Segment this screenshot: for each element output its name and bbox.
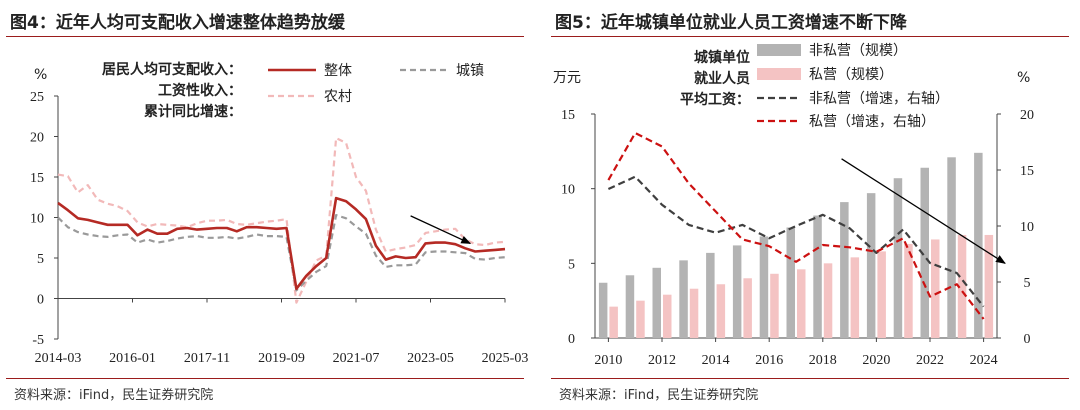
- x-tick-label: 2014: [702, 353, 730, 368]
- annotation-text: 就业人员: [694, 70, 750, 87]
- y-unit-label: %: [34, 67, 47, 83]
- bar-private-scale: [609, 306, 618, 338]
- x-tick-label: 2025-03: [482, 351, 529, 366]
- bar-private-scale: [823, 263, 833, 338]
- y-tick-label: 10: [30, 212, 44, 227]
- x-tick-label: 2016-01: [109, 351, 156, 366]
- figure-4-source: 资料来源：iFind，民生证券研究院: [14, 388, 214, 403]
- y-tick-label: 0: [37, 293, 44, 308]
- x-tick-label: 2012: [648, 353, 676, 368]
- right-tick-label: 10: [1020, 220, 1034, 235]
- bar-nonprivate-scale: [598, 282, 608, 338]
- legend-label-nonprivate-growth: 非私营（增速，右轴）: [809, 91, 949, 107]
- figure-4-title: 图4：近年人均可支配收入增速整体趋势放缓: [10, 13, 345, 33]
- bar-nonprivate-scale: [786, 227, 795, 338]
- right-tick-label: 20: [1020, 108, 1034, 123]
- legend-label-private-scale: 私营（规模）: [809, 67, 893, 83]
- right-unit-label: %: [1017, 70, 1030, 86]
- left-tick-label: 0: [568, 332, 575, 347]
- bar-private-scale: [931, 239, 940, 338]
- x-tick-label: 2018: [809, 353, 837, 368]
- series-line-overall: [57, 196, 506, 291]
- y-tick-label: 25: [30, 90, 44, 105]
- legend-label-private-growth: 私营（增速，右轴）: [809, 114, 935, 130]
- x-tick-label: 2010: [594, 353, 622, 368]
- x-tick-label: 2022: [916, 353, 944, 368]
- bar-nonprivate-scale: [625, 275, 635, 338]
- annotation-text: 工资性收入：: [158, 82, 242, 99]
- bar-private-scale: [984, 234, 994, 338]
- bar-nonprivate-scale: [840, 202, 849, 338]
- annotation-text: 平均工资：: [680, 91, 750, 108]
- series-line-rural: [57, 137, 506, 304]
- figure-4-bottom-rule: [6, 378, 524, 379]
- figure-5-source: 资料来源：iFind，民生证券研究院: [559, 388, 759, 403]
- left-tick-label: 5: [568, 257, 575, 272]
- left-tick-label: 10: [561, 183, 575, 198]
- figure-5-chart: 0 5 10 15 0 5 10 15 20 万元 % 2010 2012 2014 2016 2018 202…: [553, 43, 1034, 368]
- right-tick-label: 15: [1020, 164, 1034, 179]
- bar-private-scale: [743, 278, 752, 338]
- annotation-text: 累计同比增速：: [144, 103, 242, 120]
- y-tick-label: 15: [30, 171, 44, 186]
- legend-label-overall: 整体: [324, 63, 352, 79]
- bar-nonprivate-scale: [706, 252, 715, 338]
- x-tick-label: 2019-09: [258, 351, 305, 366]
- x-tick-label: 2020: [862, 353, 890, 368]
- right-tick-label: 5: [1024, 276, 1031, 291]
- x-tick-label: 2021-07: [333, 351, 380, 366]
- series-line-urban: [57, 214, 506, 292]
- bar-nonprivate-scale: [759, 236, 769, 338]
- x-tick-label: 2014-03: [35, 351, 82, 366]
- trend-arrow: [841, 158, 1006, 264]
- legend-swatch-private-scale: [757, 68, 801, 80]
- y-tick-label: 5: [37, 252, 44, 267]
- series-line-nonprivate-growth: [607, 175, 985, 308]
- series-line-private-growth: [607, 131, 985, 320]
- legend-swatch-nonprivate-scale: [757, 44, 801, 56]
- bar-private-scale: [850, 257, 860, 338]
- bar-private-scale: [663, 294, 672, 338]
- annotation-text: 居民人均可支配收入：: [102, 61, 242, 78]
- figure-5-top-rule: [551, 36, 1069, 37]
- y-tick-label: -5: [32, 333, 44, 348]
- figure-4-panel: 图4：近年人均可支配收入增速整体趋势放缓 -5 0 5 10 15 20 25% 2014-0…: [0, 0, 530, 410]
- bar-nonprivate-scale: [732, 245, 742, 338]
- y-tick-label: 20: [30, 131, 44, 146]
- bar-nonprivate-scale: [920, 167, 929, 338]
- figure-4-chart: -5 0 5 10 15 20 25% 2014-03 2016-01 2017-11 2019-0…: [30, 61, 529, 366]
- bar-nonprivate-scale: [893, 178, 903, 338]
- left-unit-label: 万元: [553, 70, 581, 86]
- x-tick-label: 2024: [970, 353, 998, 368]
- x-tick-label: 2023-05: [407, 351, 454, 366]
- trend-arrow: [410, 215, 472, 245]
- legend-label-rural: 农村: [324, 89, 352, 105]
- figure-5-title: 图5：近年城镇单位就业人员工资增速不断下降: [555, 13, 907, 33]
- figure-5-bottom-rule: [551, 378, 1069, 379]
- figure-5-panel: 图5：近年城镇单位就业人员工资增速不断下降 0 5 10 15 0 5 10 15 20 万元% 2…: [545, 0, 1075, 410]
- left-tick-label: 15: [561, 108, 575, 123]
- bar-nonprivate-scale: [679, 260, 688, 338]
- bar-nonprivate-scale: [947, 157, 956, 338]
- bar-private-scale: [797, 269, 806, 338]
- right-tick-label: 0: [1024, 332, 1031, 347]
- bar-private-scale: [689, 288, 699, 338]
- x-tick-label: 2017-11: [184, 351, 230, 366]
- bar-nonprivate-scale: [652, 267, 661, 338]
- bar-private-scale: [904, 243, 913, 338]
- figure-4-top-rule: [6, 36, 524, 37]
- bar-nonprivate-scale: [866, 193, 876, 338]
- bar-private-scale: [636, 300, 645, 338]
- bar-nonprivate-scale: [974, 152, 983, 338]
- bar-private-scale: [877, 251, 886, 338]
- bar-nonprivate-scale: [813, 215, 822, 338]
- bar-private-scale: [716, 284, 726, 338]
- bar-private-scale: [770, 273, 779, 338]
- legend-label-nonprivate-scale: 非私营（规模）: [809, 43, 907, 59]
- x-tick-label: 2016: [755, 353, 783, 368]
- annotation-text: 城镇单位: [694, 49, 750, 66]
- bar-private-scale: [957, 234, 967, 338]
- legend-label-urban: 城镇: [456, 63, 484, 79]
